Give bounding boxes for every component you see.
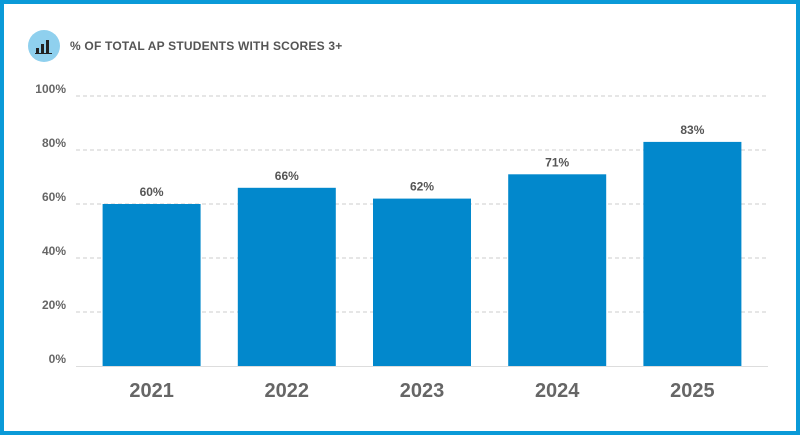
- data-label: 71%: [545, 155, 569, 169]
- data-label: 66%: [275, 169, 299, 183]
- x-tick-label: 2021: [129, 380, 174, 402]
- y-tick-label: 80%: [42, 136, 66, 150]
- y-tick-label: 20%: [42, 298, 66, 312]
- y-tick-label: 0%: [49, 352, 67, 366]
- chart-title: % OF TOTAL AP STUDENTS WITH SCORES 3+: [70, 39, 343, 53]
- data-label: 60%: [140, 185, 164, 199]
- data-label: 62%: [410, 180, 434, 194]
- chart-header: % OF TOTAL AP STUDENTS WITH SCORES 3+: [28, 30, 342, 62]
- x-tick-label: 2023: [400, 380, 445, 402]
- data-label: 83%: [680, 123, 704, 137]
- x-tick-label: 2025: [670, 380, 715, 402]
- y-tick-label: 100%: [35, 82, 66, 96]
- bar: [102, 204, 201, 366]
- bar-chart-icon: [28, 30, 60, 62]
- y-tick-label: 60%: [42, 190, 66, 204]
- bar: [643, 141, 742, 366]
- bar: [373, 198, 471, 366]
- bar: [237, 187, 336, 366]
- x-tick-label: 2022: [265, 380, 310, 402]
- bar: [508, 174, 607, 366]
- y-tick-label: 40%: [42, 244, 66, 258]
- x-tick-label: 2024: [535, 380, 580, 402]
